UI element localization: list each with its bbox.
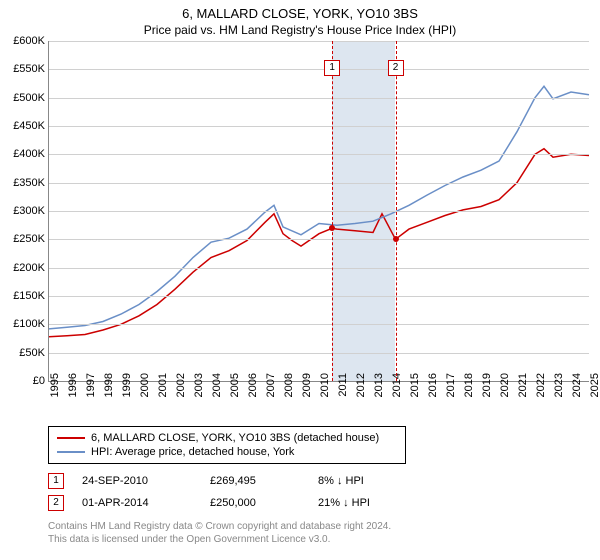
events-table: 124-SEP-2010£269,4958% ↓ HPI201-APR-2014… — [48, 470, 600, 514]
ytick-label: £200K — [1, 262, 45, 274]
chart-plot-area: £0£50K£100K£150K£200K£250K£300K£350K£400… — [48, 41, 589, 382]
xtick-label: 2013 — [373, 373, 385, 397]
chart-subtitle: Price paid vs. HM Land Registry's House … — [0, 21, 600, 41]
event-row: 124-SEP-2010£269,4958% ↓ HPI — [48, 470, 600, 492]
xtick-label: 2006 — [247, 373, 259, 397]
xtick-label: 2004 — [211, 373, 223, 397]
xtick-label: 2001 — [157, 373, 169, 397]
ytick-label: £550K — [1, 63, 45, 75]
series-hpi — [49, 86, 589, 329]
xtick-label: 2023 — [553, 373, 565, 397]
xtick-label: 2008 — [283, 373, 295, 397]
xtick-label: 1999 — [121, 373, 133, 397]
xtick-label: 1998 — [103, 373, 115, 397]
legend-item: HPI: Average price, detached house, York — [57, 445, 397, 459]
xtick-label: 1997 — [85, 373, 97, 397]
xtick-label: 2020 — [499, 373, 511, 397]
xtick-label: 1996 — [67, 373, 79, 397]
ytick-label: £100K — [1, 318, 45, 330]
footer-line1: Contains HM Land Registry data © Crown c… — [48, 520, 600, 533]
xtick-label: 2025 — [589, 373, 600, 397]
xtick-label: 2021 — [517, 373, 529, 397]
xtick-label: 2012 — [355, 373, 367, 397]
ytick-label: £600K — [1, 35, 45, 47]
xtick-label: 2018 — [463, 373, 475, 397]
ytick-label: £250K — [1, 233, 45, 245]
ytick-label: £450K — [1, 120, 45, 132]
chart-title: 6, MALLARD CLOSE, YORK, YO10 3BS — [0, 0, 600, 21]
xtick-label: 2003 — [193, 373, 205, 397]
ytick-label: £0 — [1, 375, 45, 387]
event-marker-2: 2 — [388, 60, 404, 76]
ytick-label: £500K — [1, 92, 45, 104]
footer-line2: This data is licensed under the Open Gov… — [48, 533, 600, 546]
xtick-label: 2019 — [481, 373, 493, 397]
xtick-label: 2002 — [175, 373, 187, 397]
xtick-label: 2000 — [139, 373, 151, 397]
xtick-label: 2024 — [571, 373, 583, 397]
legend-box: 6, MALLARD CLOSE, YORK, YO10 3BS (detach… — [48, 426, 406, 464]
ytick-label: £50K — [1, 347, 45, 359]
xtick-label: 2011 — [337, 373, 349, 397]
xtick-label: 2014 — [391, 373, 403, 397]
xtick-label: 1995 — [49, 373, 61, 397]
event-marker-1: 1 — [324, 60, 340, 76]
xtick-label: 2009 — [301, 373, 313, 397]
xtick-label: 2017 — [445, 373, 457, 397]
ytick-label: £400K — [1, 148, 45, 160]
xtick-label: 2005 — [229, 373, 241, 397]
xtick-label: 2022 — [535, 373, 547, 397]
ytick-label: £150K — [1, 290, 45, 302]
event-row: 201-APR-2014£250,00021% ↓ HPI — [48, 492, 600, 514]
xtick-label: 2007 — [265, 373, 277, 397]
ytick-label: £300K — [1, 205, 45, 217]
xtick-label: 2016 — [427, 373, 439, 397]
legend-item: 6, MALLARD CLOSE, YORK, YO10 3BS (detach… — [57, 431, 397, 445]
footer-attribution: Contains HM Land Registry data © Crown c… — [48, 520, 600, 546]
xtick-label: 2015 — [409, 373, 421, 397]
ytick-label: £350K — [1, 177, 45, 189]
xtick-label: 2010 — [319, 373, 331, 397]
